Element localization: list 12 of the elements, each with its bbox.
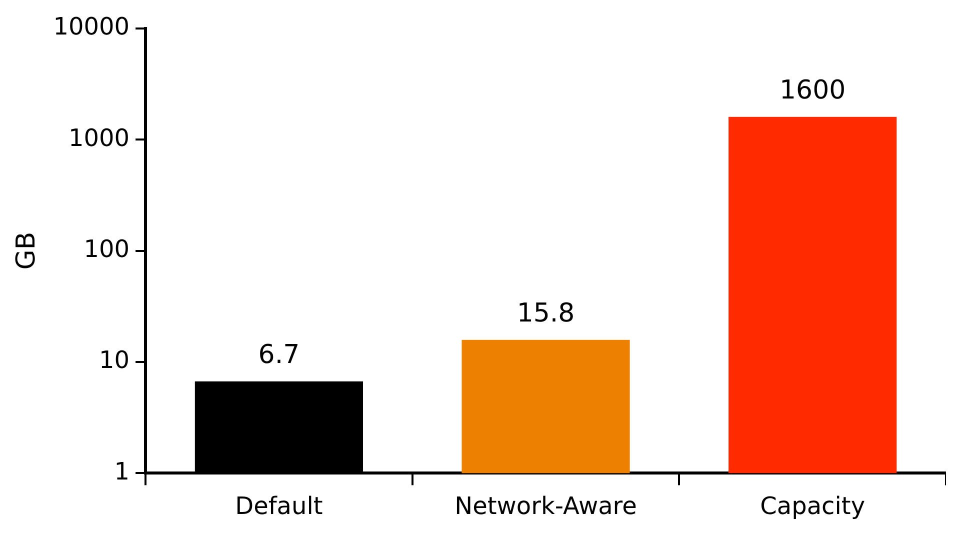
data-label: 6.7 <box>258 340 300 370</box>
x-tick-label: Default <box>235 492 323 520</box>
y-tick-label: 1 <box>114 457 130 486</box>
data-label: 1600 <box>780 76 846 106</box>
y-axis-title: GB <box>11 232 42 270</box>
x-tick-label: Network-Aware <box>454 492 637 520</box>
y-tick-label: 100 <box>84 235 130 264</box>
x-tick-label: Capacity <box>760 492 866 520</box>
data-label: 15.8 <box>516 298 575 329</box>
y-tick-label: 1000 <box>68 124 130 152</box>
y-tick-label: 10 <box>99 346 130 374</box>
y-tick-label: 10000 <box>53 12 130 41</box>
